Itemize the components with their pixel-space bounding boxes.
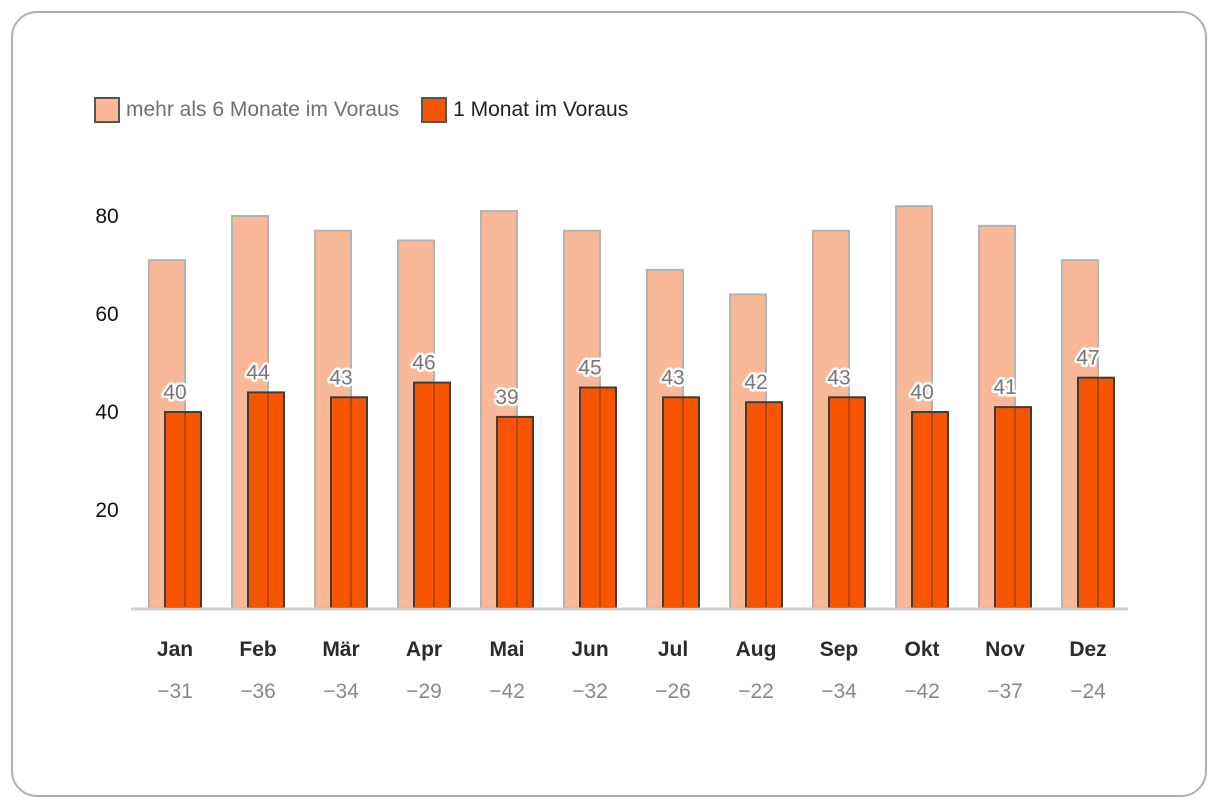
data-label: 40 bbox=[910, 381, 933, 404]
difference-label: −42 bbox=[489, 680, 525, 703]
difference-label: −32 bbox=[572, 680, 608, 703]
bar-late[interactable] bbox=[1077, 376, 1115, 610]
x-tick-label: Jun bbox=[571, 638, 608, 661]
data-label: 43 bbox=[661, 366, 684, 389]
bar-late[interactable] bbox=[579, 386, 617, 609]
data-label: 43 bbox=[329, 366, 352, 389]
x-tick-label: Dez bbox=[1069, 638, 1106, 661]
legend-label-early: mehr als 6 Monate im Voraus bbox=[126, 98, 400, 121]
x-tick-label: Mär bbox=[322, 638, 359, 661]
x-tick-label: Sep bbox=[820, 638, 859, 661]
x-tick-label: Feb bbox=[239, 638, 276, 661]
legend-label-late: 1 Monat im Voraus bbox=[453, 98, 629, 121]
data-label: 39 bbox=[495, 386, 518, 409]
legend: mehr als 6 Monate im Voraus 1 Monat im V… bbox=[94, 94, 650, 126]
bar-late[interactable] bbox=[413, 381, 451, 609]
difference-label: −29 bbox=[406, 680, 442, 703]
x-tick-label: Mai bbox=[489, 638, 524, 661]
x-tick-label: Jan bbox=[157, 638, 193, 661]
x-tick-label: Jul bbox=[658, 638, 688, 661]
data-label: 47 bbox=[1076, 347, 1099, 370]
bar-late[interactable] bbox=[828, 396, 866, 609]
x-tick-label: Apr bbox=[406, 638, 442, 661]
bar-late[interactable] bbox=[745, 401, 783, 610]
difference-label: −26 bbox=[655, 680, 691, 703]
y-tick-label: 20 bbox=[95, 499, 118, 522]
data-label: 42 bbox=[744, 371, 767, 394]
x-tick-label: Aug bbox=[736, 638, 777, 661]
difference-label: −36 bbox=[240, 680, 276, 703]
data-label: 40 bbox=[163, 381, 186, 404]
difference-label: −37 bbox=[987, 680, 1023, 703]
bar-late[interactable] bbox=[247, 391, 285, 609]
data-label: 43 bbox=[827, 366, 850, 389]
bar-late[interactable] bbox=[164, 411, 202, 609]
bar-late[interactable] bbox=[994, 406, 1032, 609]
y-tick-label: 60 bbox=[95, 303, 118, 326]
legend-item-early[interactable]: mehr als 6 Monate im Voraus bbox=[94, 97, 399, 123]
difference-label: −42 bbox=[904, 680, 940, 703]
data-label: 41 bbox=[993, 376, 1016, 399]
legend-item-late[interactable]: 1 Monat im Voraus bbox=[421, 97, 628, 123]
difference-label: −22 bbox=[738, 680, 774, 703]
y-tick-label: 40 bbox=[95, 401, 118, 424]
difference-label: −34 bbox=[323, 680, 359, 703]
legend-swatch-early bbox=[94, 97, 120, 123]
difference-label: −24 bbox=[1070, 680, 1106, 703]
x-tick-label: Okt bbox=[904, 638, 939, 661]
difference-label: −31 bbox=[157, 680, 193, 703]
legend-swatch-late bbox=[421, 97, 448, 123]
bar-late[interactable] bbox=[496, 415, 534, 609]
bar-late[interactable] bbox=[330, 396, 368, 609]
data-label: 44 bbox=[246, 361, 270, 384]
difference-label: −34 bbox=[821, 680, 857, 703]
data-label: 45 bbox=[578, 357, 601, 380]
data-label: 46 bbox=[412, 352, 435, 375]
y-tick-label: 80 bbox=[95, 205, 118, 228]
bar-late[interactable] bbox=[911, 411, 949, 609]
bar-late[interactable] bbox=[662, 396, 700, 609]
x-tick-label: Nov bbox=[985, 638, 1025, 661]
